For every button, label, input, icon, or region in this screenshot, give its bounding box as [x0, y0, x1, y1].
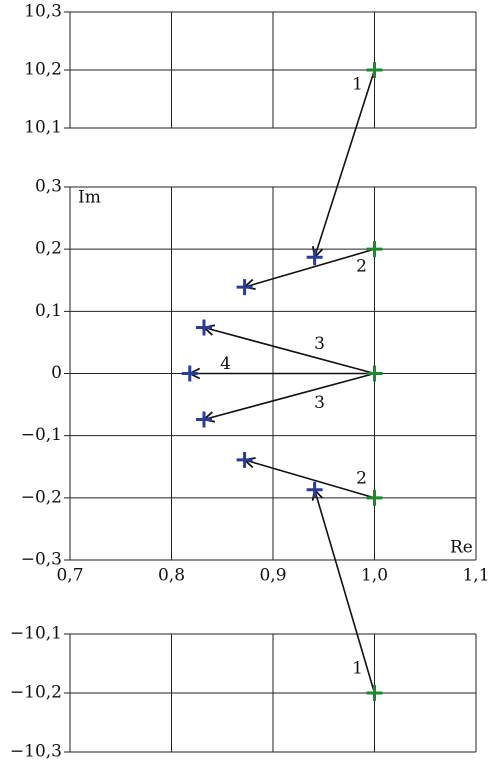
y-tick-label: −10,3: [10, 742, 62, 762]
y-tick-label: 0,2: [35, 239, 62, 259]
start-point: [366, 365, 383, 382]
arrow-label: 3: [314, 334, 325, 354]
arrow-label: 4: [220, 354, 231, 374]
arrow-label: 2: [356, 257, 367, 277]
end-point: [181, 365, 198, 382]
arrow-label: 1: [352, 659, 363, 679]
x-tick-label: 1,1: [462, 566, 489, 586]
y-tick-label: 10,3: [24, 2, 62, 22]
start-point: [366, 685, 383, 701]
x-tick-label: 0,9: [259, 566, 286, 586]
x-tick-label: 0,7: [56, 566, 83, 586]
arrow-label: 2: [356, 468, 367, 488]
end-point: [306, 481, 323, 498]
arrow-label: 1: [352, 75, 363, 95]
end-point: [195, 411, 212, 428]
y-tick-label: 0: [51, 363, 62, 383]
start-point: [366, 241, 383, 258]
arrow: [315, 69, 376, 257]
x-axis-label: Re: [450, 538, 473, 558]
start-point: [366, 62, 383, 78]
y-tick-label: −10,1: [10, 624, 62, 644]
y-tick-label: 10,1: [24, 118, 62, 138]
arrow: [245, 248, 375, 287]
end-point: [236, 279, 253, 296]
y-axis-label: Im: [78, 188, 101, 208]
y-tick-label: −0,3: [21, 550, 62, 570]
end-point: [236, 451, 253, 468]
arrow: [204, 327, 375, 375]
arrow-label: 3: [314, 393, 325, 413]
x-tick-label: 0,8: [158, 566, 185, 586]
y-tick-label: −10,2: [10, 683, 62, 703]
end-point: [306, 249, 323, 266]
start-point: [366, 489, 383, 506]
y-tick-label: 0,1: [35, 301, 62, 321]
arrow: [315, 490, 376, 694]
y-tick-label: −0,1: [21, 425, 62, 445]
arrow: [204, 372, 375, 420]
y-tick-label: 10,2: [24, 60, 62, 80]
arrow: [245, 460, 375, 499]
y-tick-label: −0,2: [21, 487, 62, 507]
end-point: [195, 319, 212, 336]
y-tick-label: 0,3: [35, 177, 62, 197]
x-tick-label: 1,0: [361, 566, 388, 586]
